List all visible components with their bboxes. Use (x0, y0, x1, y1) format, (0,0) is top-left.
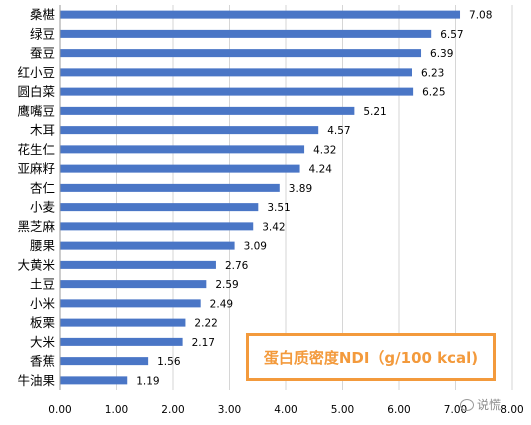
category-label: 桑椹 (30, 7, 55, 22)
bar (60, 203, 259, 212)
value-label: 4.24 (309, 164, 333, 176)
x-tick-label: 5.00 (331, 404, 354, 416)
value-label: 6.39 (430, 48, 453, 60)
bar (60, 183, 280, 192)
bar (60, 241, 235, 250)
category-label: 红小豆 (17, 65, 55, 80)
bar (60, 29, 432, 38)
bars (60, 10, 461, 385)
wechat-icon (460, 398, 474, 411)
value-labels: 7.08 6.57 6.39 6.23 6.25 5.21 4.57 4.32 4.24 3.89… (136, 10, 492, 388)
category-label: 小麦 (30, 200, 56, 215)
bar (60, 222, 254, 231)
value-label: 3.42 (262, 221, 285, 233)
category-label: 小米 (30, 296, 56, 311)
category-label: 牛油果 (17, 373, 55, 388)
x-tick-label: 4.00 (274, 404, 297, 416)
value-label: 2.76 (225, 260, 249, 272)
category-label: 亚麻籽 (17, 161, 55, 176)
category-label: 圆白菜 (17, 84, 55, 99)
category-label: 土豆 (30, 277, 55, 292)
category-label: 腰果 (30, 238, 56, 253)
watermark-text: 说慌 (477, 398, 502, 412)
category-label: 黑芝麻 (17, 219, 55, 234)
bar (60, 299, 201, 308)
value-label: 3.89 (289, 183, 312, 195)
bar (60, 260, 216, 269)
value-label: 2.22 (194, 318, 217, 330)
legend-box: 蛋白质密度NDI（g/100 kcal) (246, 333, 496, 381)
category-label: 鹰嘴豆 (17, 103, 55, 118)
value-label: 6.25 (422, 87, 445, 99)
bar (60, 337, 183, 346)
bar (60, 68, 412, 77)
x-tick-label: 6.00 (387, 404, 410, 416)
bar (60, 126, 319, 135)
bar (60, 376, 128, 385)
category-label: 板栗 (30, 315, 55, 330)
x-tick-label: 2.00 (161, 404, 184, 416)
category-label: 大米 (30, 334, 56, 349)
value-label: 5.21 (363, 106, 386, 118)
bar (60, 145, 305, 154)
bar (60, 10, 461, 19)
value-label: 6.57 (440, 29, 463, 41)
value-label: 1.56 (157, 356, 181, 368)
watermark: 说慌 (460, 396, 501, 413)
value-label: 7.08 (469, 10, 492, 22)
category-label: 蚕豆 (30, 46, 55, 61)
category-label: 花生仁 (17, 142, 55, 157)
bar (60, 87, 414, 96)
category-label: 木耳 (30, 123, 55, 138)
category-labels: 桑椹绿豆蚕豆红小豆圆白菜鹰嘴豆木耳花生仁亚麻籽杏仁小麦黑芝麻腰果大黄米土豆小米板… (17, 7, 55, 388)
bar (60, 280, 207, 289)
x-tick-label: 1.00 (105, 404, 128, 416)
bar (60, 357, 149, 366)
x-tick-label: 8.00 (500, 404, 523, 416)
category-label: 杏仁 (30, 180, 55, 195)
value-label: 4.32 (313, 144, 336, 156)
value-label: 2.59 (215, 279, 238, 291)
value-label: 2.49 (210, 298, 233, 310)
x-tick-labels: 0.00 1.00 2.00 3.00 4.00 5.00 6.00 7.00 8.00 (48, 404, 523, 416)
bar (60, 106, 355, 115)
value-label: 3.51 (267, 202, 290, 214)
x-tick-label: 0.00 (48, 404, 71, 416)
legend-label: 蛋白质密度NDI（g/100 kcal) (263, 348, 479, 367)
category-label: 大黄米 (17, 257, 55, 272)
value-label: 6.23 (421, 67, 444, 79)
value-label: 2.17 (192, 337, 215, 349)
category-label: 香蕉 (30, 354, 55, 369)
bar (60, 164, 300, 173)
value-label: 4.57 (327, 125, 350, 137)
value-label: 3.09 (244, 241, 267, 253)
value-label: 1.19 (136, 375, 159, 387)
bar (60, 49, 422, 58)
x-tick-label: 3.00 (218, 404, 241, 416)
category-label: 绿豆 (30, 26, 55, 41)
bar (60, 318, 186, 327)
